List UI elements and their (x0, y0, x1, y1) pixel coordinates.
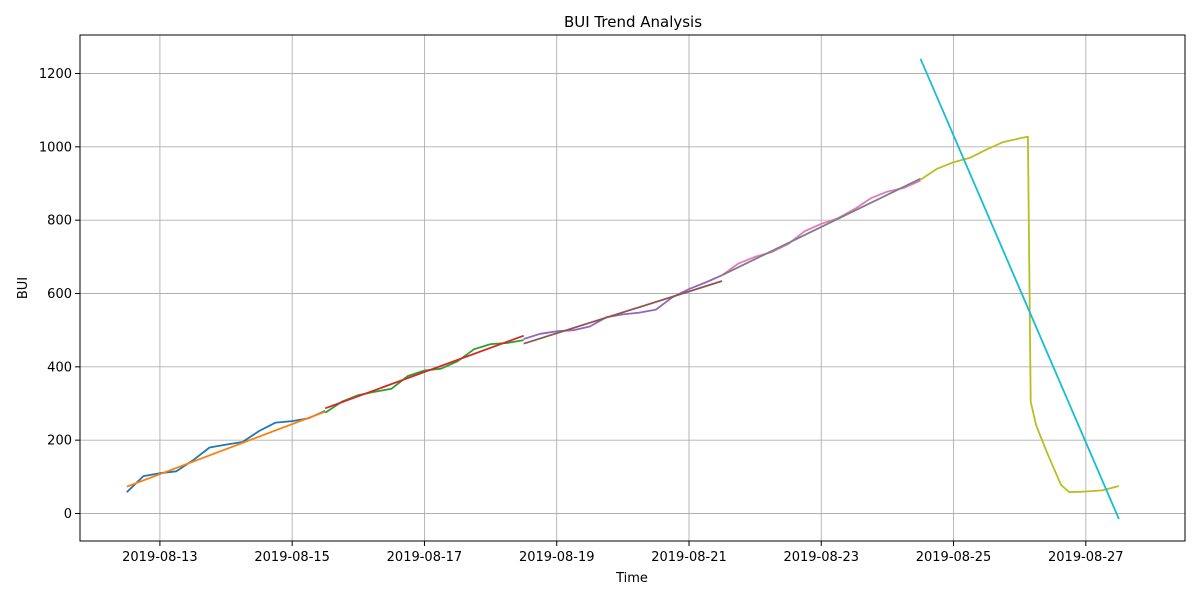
series-line-1 (126, 409, 326, 493)
x-tick-label: 2019-08-23 (783, 550, 859, 565)
y-axis-label: BUI (16, 277, 31, 299)
grid-lines (80, 35, 1185, 541)
y-tick-label: 0 (64, 507, 72, 522)
y-tick-label: 400 (47, 360, 72, 375)
y-axis-ticks: 0 200 400 600 800 1000 1200 (39, 67, 80, 522)
series-line-3 (324, 339, 524, 414)
series-line-6 (523, 280, 723, 345)
y-tick-label: 1200 (39, 67, 72, 82)
x-axis-ticks: 2019-08-13 2019-08-15 2019-08-17 2019-08-19… (122, 541, 1124, 565)
x-tick-label: 2019-08-27 (1048, 550, 1124, 565)
series-line-2 (126, 410, 326, 488)
series-line-8 (721, 177, 921, 277)
x-tick-label: 2019-08-13 (122, 550, 198, 565)
chart-title: BUI Trend Analysis (564, 13, 702, 31)
y-tick-label: 600 (47, 287, 72, 302)
series-line-9 (920, 135, 1120, 494)
series-line-4 (324, 334, 525, 410)
y-tick-label: 800 (47, 214, 72, 229)
x-tick-label: 2019-08-19 (519, 550, 595, 565)
x-axis-label: Time (615, 571, 648, 586)
series-line-7 (721, 179, 921, 276)
x-tick-label: 2019-08-17 (387, 550, 463, 565)
x-tick-label: 2019-08-21 (651, 550, 727, 565)
x-tick-label: 2019-08-25 (916, 550, 992, 565)
x-tick-label: 2019-08-15 (254, 550, 330, 565)
series-line-10 (919, 58, 1120, 520)
series-group (126, 58, 1120, 520)
y-tick-label: 1000 (39, 140, 72, 155)
y-tick-label: 200 (47, 434, 72, 449)
series-line-5 (523, 274, 723, 340)
plot-frame (79, 34, 1186, 542)
